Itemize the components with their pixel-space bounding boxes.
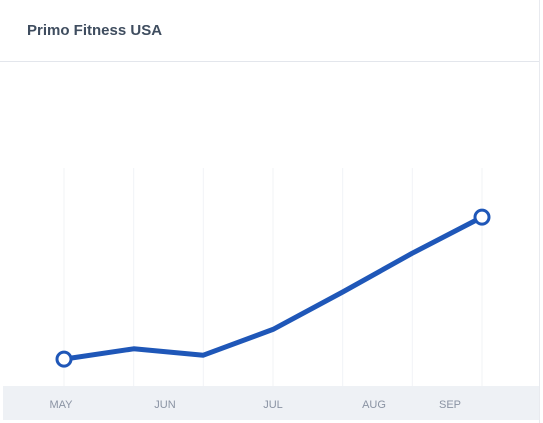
x-tick-label-sep: SEP — [439, 399, 461, 411]
x-axis-band-rect — [3, 386, 539, 420]
marker-layer — [55, 208, 491, 368]
x-tick-label-may: MAY — [49, 399, 73, 411]
card-header: Primo Fitness USA — [0, 0, 540, 62]
x-tick-label-aug: AUG — [362, 399, 386, 411]
series-layer — [61, 214, 485, 362]
line-chart: MAY JUN JUL AUG SEP — [3, 168, 539, 420]
x-tick-label-jun: JUN — [154, 399, 175, 411]
data-point-marker-6 — [473, 208, 491, 226]
page-title: Primo Fitness USA — [27, 22, 163, 39]
x-tick-label-jul: JUL — [263, 399, 283, 411]
line-chart-area: MAY JUN JUL AUG SEP — [0, 62, 543, 423]
grid-layer — [63, 168, 483, 386]
x-axis-band — [3, 386, 539, 420]
series-line — [61, 214, 485, 362]
x-axis-ticks: MAY JUN JUL AUG SEP — [49, 399, 461, 411]
card-right-border — [539, 0, 540, 423]
data-point-marker-0 — [55, 350, 73, 368]
